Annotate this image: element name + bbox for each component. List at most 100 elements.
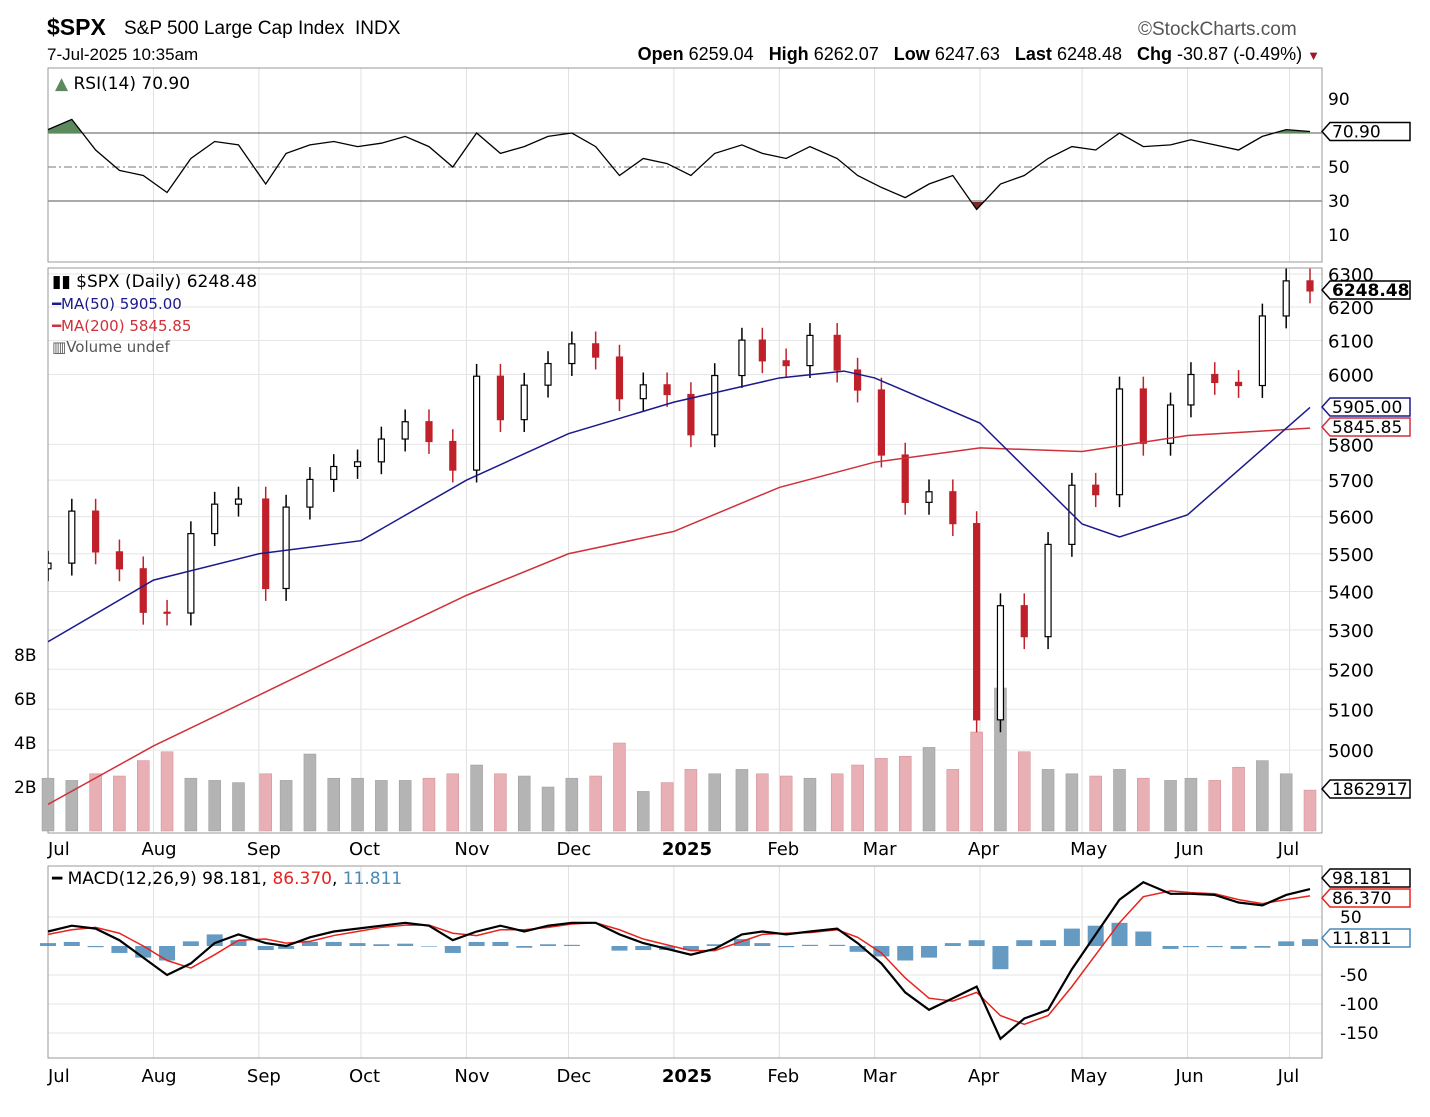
- candle: [425, 421, 433, 443]
- volume-bar: [946, 769, 960, 832]
- ma50-value-tag-box: [1320, 397, 1411, 417]
- candle: [211, 503, 219, 535]
- macd-histogram-bar: [754, 943, 771, 946]
- volume-bar: [259, 773, 272, 832]
- price-tick-label: 5200: [1328, 660, 1374, 681]
- price-tick-label: 5700: [1328, 471, 1374, 492]
- candle: [782, 360, 790, 367]
- macd-histogram-bar: [257, 946, 274, 951]
- x-axis-label-bottom: Apr: [968, 1066, 1000, 1087]
- candle: [234, 498, 243, 505]
- macd-histogram-bar: [40, 943, 56, 946]
- macd-value-tag-text: 98.181: [1332, 869, 1391, 889]
- candle: [520, 384, 528, 421]
- low-value: 6247.63: [934, 44, 1000, 64]
- high-value: 6262.07: [813, 44, 879, 64]
- ma50-line: [48, 370, 1311, 643]
- macd-histogram-bar: [159, 946, 176, 961]
- macd-histogram-bar: [849, 946, 866, 952]
- candle: [925, 491, 933, 503]
- chg-value: -30.87 (-0.49%): [1177, 44, 1303, 64]
- macd-histogram-bar: [325, 941, 342, 946]
- ma50-value-tag-text: 5905.00: [1332, 398, 1402, 418]
- candle: [568, 343, 576, 365]
- volume-value-tag: 1862917: [1320, 779, 1411, 800]
- candle: [48, 562, 52, 570]
- signal-value-tag-text: 86.370: [1332, 889, 1391, 909]
- candle: [496, 375, 505, 421]
- macd-histogram-bar: [1182, 946, 1199, 948]
- volume-value-tag-text: 1862917: [1332, 780, 1408, 800]
- candle: [758, 339, 766, 362]
- volume-bar: [65, 780, 79, 832]
- volume-bar: [898, 755, 912, 832]
- candle: [901, 454, 909, 503]
- candle: [1282, 280, 1290, 317]
- candle: [663, 384, 671, 396]
- volume-value-tag-box: [1320, 779, 1411, 799]
- exchange: INDX: [354, 18, 401, 39]
- ma50-value-tag: 5905.00: [1320, 397, 1411, 418]
- volume-bar: [735, 769, 749, 832]
- volume-bar: [470, 764, 483, 832]
- high-label: High: [768, 44, 809, 64]
- last-value: 6248.48: [1056, 44, 1123, 64]
- price-tick-label: 6100: [1328, 331, 1374, 352]
- rsi-tick-label: 90: [1328, 90, 1350, 110]
- signal-value-tag-box: [1320, 888, 1411, 908]
- candle: [544, 362, 552, 386]
- candle: [1092, 484, 1100, 496]
- price-tick-label: 5500: [1328, 545, 1374, 566]
- ma200-line: [48, 427, 1311, 806]
- macd-histogram-bar: [1162, 946, 1179, 949]
- macd-histogram-bar: [87, 946, 104, 948]
- x-axis-label-bottom: Aug: [141, 1066, 176, 1087]
- price-tick-label: 5100: [1328, 700, 1374, 721]
- macd-line: [47, 880, 1311, 1041]
- ma200-value-tag-text: 5845.85: [1332, 418, 1402, 438]
- rsi-panel: [47, 67, 1323, 263]
- rsi-tick-label: 50: [1328, 158, 1350, 178]
- candle: [449, 440, 457, 471]
- down-arrow-icon: ▼: [1307, 48, 1320, 63]
- volume-bar: [184, 777, 198, 832]
- macd-histogram-bar: [420, 946, 437, 947]
- macd-value-tag-box: [1320, 868, 1411, 888]
- volume-bar: [279, 780, 293, 832]
- x-axis-label-bottom: Sep: [247, 1066, 281, 1087]
- x-axis-label-bottom: Jun: [1175, 1066, 1204, 1087]
- macd-histogram-bar: [397, 943, 414, 946]
- candle: [949, 491, 957, 525]
- macd-histogram-bar: [829, 944, 846, 946]
- volume-bar: [779, 775, 793, 832]
- candle: [833, 334, 841, 371]
- volume-bar: [830, 773, 844, 832]
- candle: [1306, 280, 1314, 292]
- quote-bar: Open 6259.04 High 6262.07 Low 6247.63 La…: [628, 44, 1320, 65]
- volume-bar: [1089, 775, 1102, 832]
- candle: [615, 356, 624, 400]
- candle: [996, 605, 1005, 721]
- x-axis-label-bottom: 2025: [662, 1066, 712, 1087]
- volume-bar: [113, 775, 126, 832]
- candle: [115, 551, 124, 570]
- symbol: $SPX: [47, 14, 106, 40]
- volume-tick-label: 4B: [14, 734, 36, 754]
- candle: [473, 375, 481, 471]
- price-tick-label: 6200: [1328, 298, 1374, 319]
- x-axis-label-bottom: Nov: [454, 1066, 489, 1087]
- volume-bar: [803, 777, 817, 832]
- x-axis-label: Dec: [556, 839, 591, 860]
- rsi-line: [47, 118, 1311, 211]
- x-axis-label: Apr: [968, 839, 1000, 860]
- index-title: S&P 500 Large Cap Index: [124, 18, 345, 39]
- volume-bar: [1184, 777, 1198, 832]
- candle: [687, 393, 695, 436]
- macd-histogram-bar: [1206, 946, 1223, 948]
- candle: [853, 369, 862, 391]
- candle: [282, 506, 290, 590]
- volume-bar: [684, 769, 698, 832]
- macd-histogram-bar: [1135, 931, 1152, 946]
- x-axis-label: Jun: [1175, 839, 1204, 860]
